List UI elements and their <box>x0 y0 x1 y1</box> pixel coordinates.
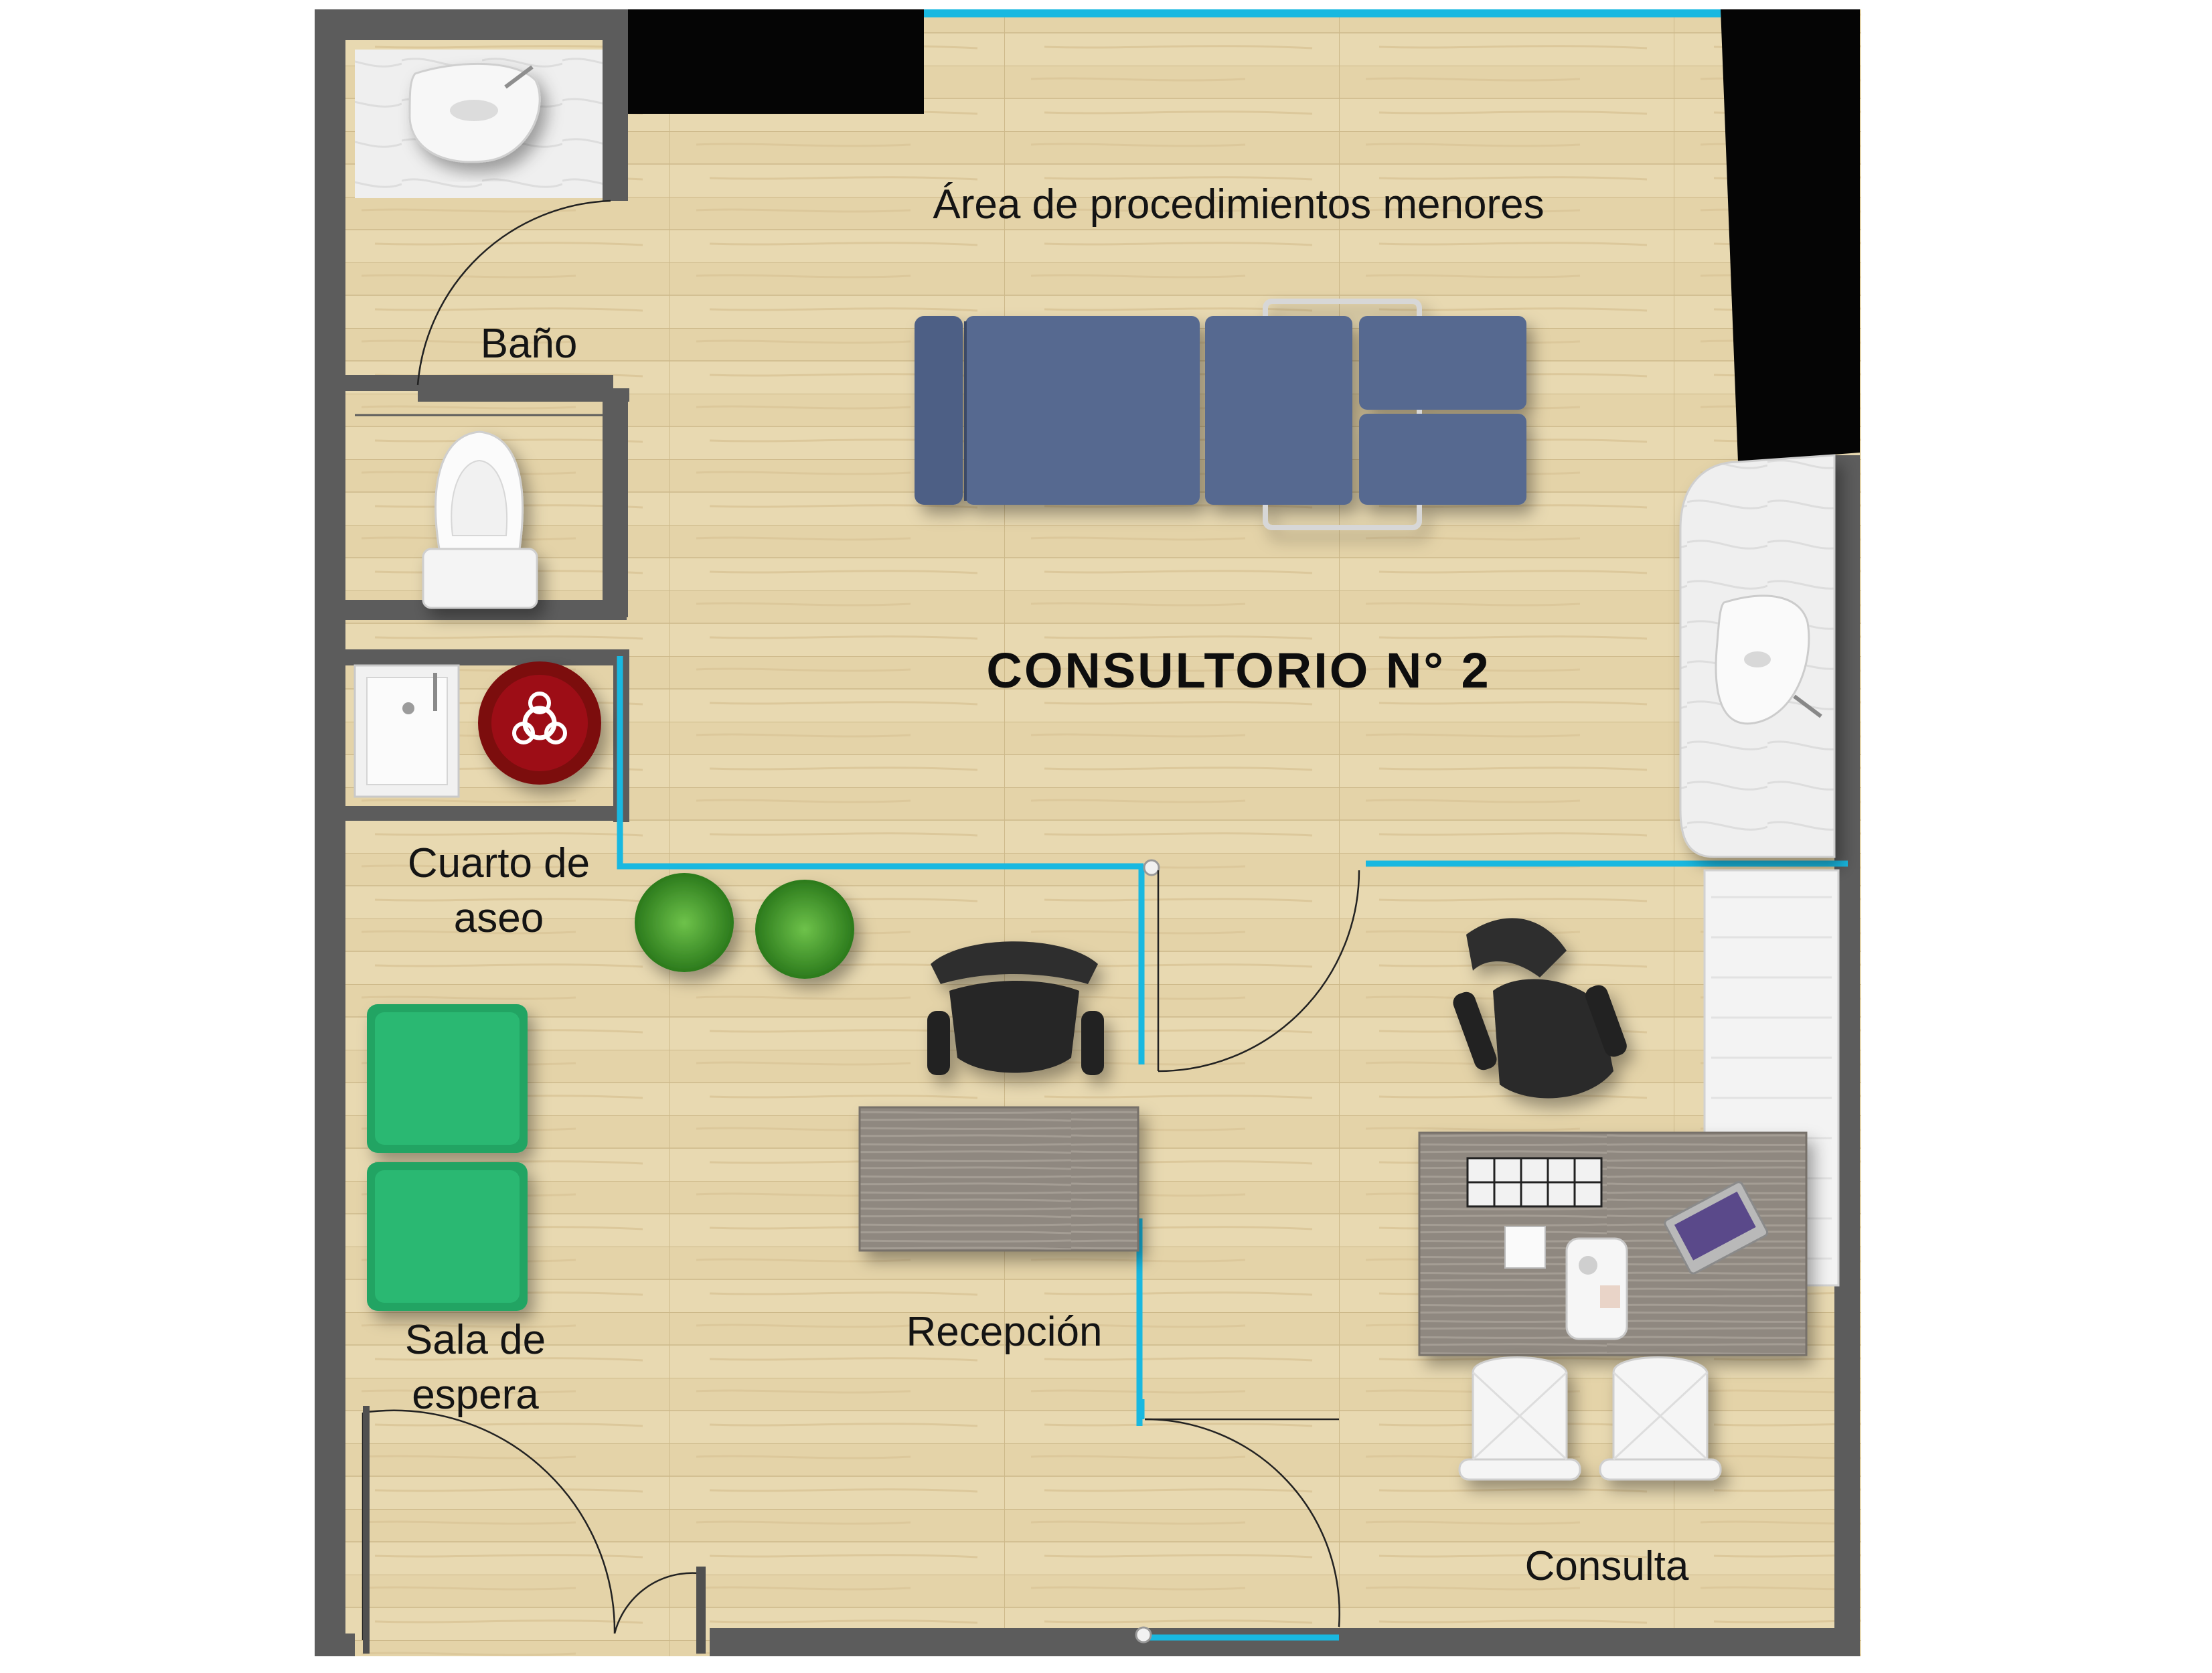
top-window-glass <box>924 9 1721 17</box>
cleaning-room-label-line1: Cuarto de <box>407 840 590 886</box>
waiting-room-label-line1: Sala de <box>404 1317 546 1363</box>
visitor-chairs <box>1458 1356 1722 1481</box>
consult-sink-counter <box>1679 454 1836 858</box>
black-column-top-right <box>1721 9 1860 462</box>
entrance-door-frame <box>363 1406 706 1654</box>
reception-chair <box>927 941 1104 1075</box>
page-title: CONSULTORIO N° 2 <box>986 643 1491 698</box>
consultation-label: Consulta <box>1524 1543 1689 1589</box>
biohazard-bin <box>478 661 601 785</box>
glass-partitions <box>617 656 1848 1641</box>
floor <box>315 9 1861 1656</box>
consult-desk <box>1418 1131 1808 1356</box>
plants <box>635 873 854 979</box>
consult-chair <box>1453 918 1627 1099</box>
outer-walls <box>315 9 1860 1656</box>
reception-desk <box>858 1106 1139 1252</box>
toilet <box>422 430 538 609</box>
bathroom-sink <box>408 62 541 163</box>
bathroom-label: Baño <box>480 321 578 367</box>
exam-table <box>915 299 1526 530</box>
waiting-room-label-line2: espera <box>412 1372 539 1418</box>
black-column-top-left <box>627 9 924 114</box>
partition-joint-bottom <box>1135 1626 1152 1644</box>
cleaning-room-label-line2: aseo <box>453 895 544 941</box>
reception-label: Recepción <box>906 1309 1103 1355</box>
procedures-area-label: Área de procedimientos menores <box>933 181 1545 228</box>
cleaning-room <box>345 649 629 822</box>
waiting-seats <box>367 1004 528 1311</box>
partition-joint-top <box>1143 859 1160 876</box>
